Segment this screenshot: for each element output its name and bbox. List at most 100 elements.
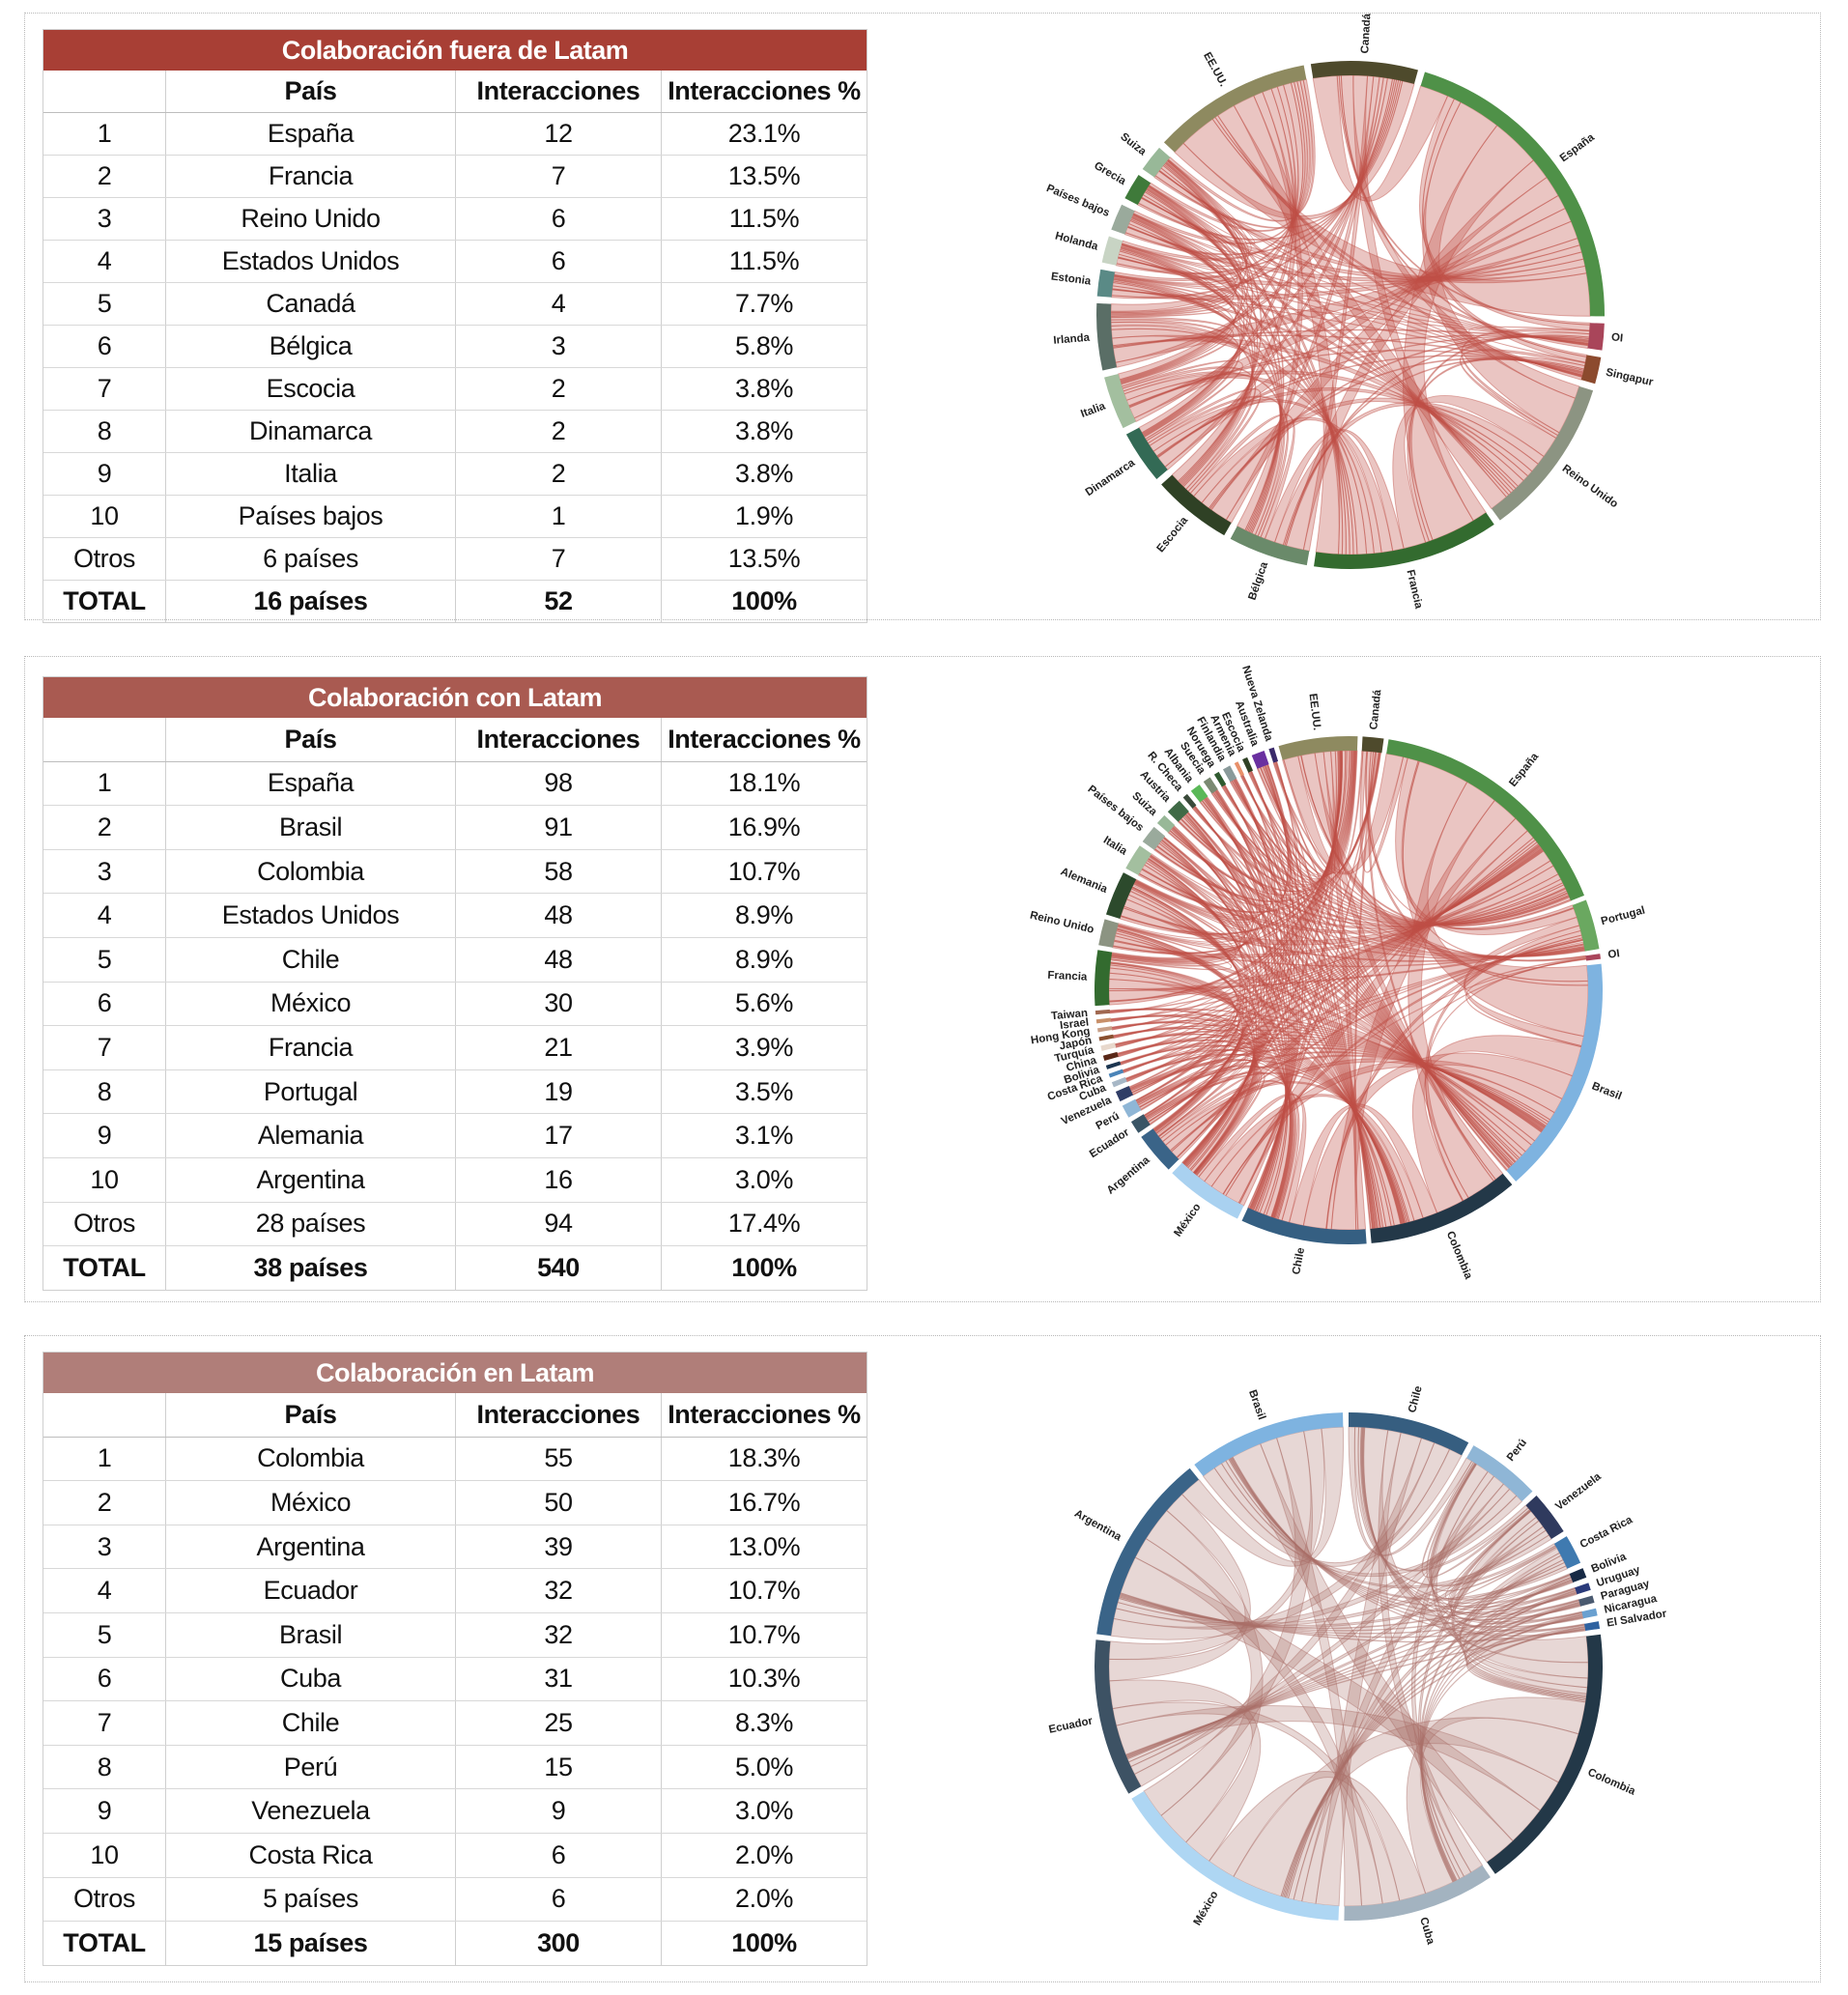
group-arc-Brasil xyxy=(1194,1412,1344,1476)
chord-EE.UU.-Canadá xyxy=(1282,750,1364,873)
chord-Canadá-Irlanda xyxy=(1115,77,1394,368)
table-row: 9 Venezuela 9 3.0% xyxy=(43,1788,867,1833)
chord-España-Costa Rica xyxy=(1123,843,1541,1073)
chord-Dinamarca-Estonia xyxy=(1113,278,1241,438)
interactions-cell: 6 xyxy=(455,1877,661,1922)
interactions-cell: 55 xyxy=(455,1437,661,1481)
table-row: 10 Argentina 16 3.0% xyxy=(43,1156,867,1202)
chord-Chile-Nicaragua xyxy=(1362,1426,1583,1623)
group-label: Brasil xyxy=(1590,1080,1623,1102)
group-arc-Reino Unido xyxy=(1491,385,1594,521)
percent-cell: 3.5% xyxy=(661,1069,867,1114)
percent-cell: 100% xyxy=(661,581,867,622)
chord-Nicaragua-Brasil xyxy=(1230,1456,1584,1629)
chord-Perú-Ecuador xyxy=(1130,1483,1511,1776)
chord-Alemania-Finlandia xyxy=(1134,778,1276,919)
chord-España-Australia xyxy=(1257,766,1572,926)
country-cell: Canadá xyxy=(165,283,455,325)
group-arc-Argentina xyxy=(1096,1468,1200,1637)
interactions-cell: Interacciones xyxy=(455,718,661,761)
chord-Chile-Costa Rica xyxy=(1357,1426,1556,1587)
chord-Colombia-Francia xyxy=(1108,972,1402,1227)
group-arc-España xyxy=(1386,739,1584,901)
chord-Perú-Paraguay xyxy=(1430,1463,1579,1617)
percent-cell: 8.9% xyxy=(661,894,867,937)
chord-Dinamarca-Grecia xyxy=(1141,187,1248,436)
country-cell: 38 países xyxy=(165,1246,455,1290)
country-cell: Brasil xyxy=(165,1612,455,1657)
group-label: Estonia xyxy=(1050,271,1092,287)
country-cell: Escocia xyxy=(165,368,455,410)
percent-cell: 13.5% xyxy=(661,538,867,580)
chord-Cuba-Argentina xyxy=(1134,1537,1383,1907)
table-row: 7 Chile 25 8.3% xyxy=(43,1700,867,1745)
chord-diagram-with-latam: EE.UU. Canadá España Portugal OI Brasil Colomb… xyxy=(1029,665,1646,1282)
country-cell: Perú xyxy=(165,1745,455,1789)
chord-Perú-Alemania xyxy=(1131,886,1242,1101)
chord-Brasil-Israel xyxy=(1110,1013,1544,1133)
group-arc-Nueva Zelanda xyxy=(1268,747,1279,763)
table-row: 5 Chile 48 8.9% xyxy=(43,936,867,982)
group-arc-Nicaragua xyxy=(1581,1608,1598,1619)
chord-Chile-Bolivia xyxy=(1359,1426,1571,1601)
group-label: Irlanda xyxy=(1053,332,1091,347)
table-row: 7 Francia 21 3.9% xyxy=(43,1025,867,1069)
country-cell: Brasil xyxy=(165,806,455,849)
chord-Reino Unido-Italia xyxy=(1117,855,1242,948)
chord-México-Brasil xyxy=(1143,1430,1314,1817)
group-arc-Costa Rica xyxy=(1553,1536,1581,1569)
chord-Colombia-Venezuela xyxy=(1129,1059,1407,1224)
country-cell: Estados Unidos xyxy=(165,894,455,937)
chord-EE.UU.-Italia xyxy=(1137,750,1351,914)
group-arc-Austria xyxy=(1167,800,1189,822)
rank-cell: 4 xyxy=(97,246,112,275)
group-arc-Colombia xyxy=(1370,1173,1513,1243)
chord-Canadá-Suiza xyxy=(1153,79,1404,229)
table-row: 8 Dinamarca 2 3.8% xyxy=(43,410,867,452)
country-cell: España xyxy=(165,761,455,806)
percent-cell: 100% xyxy=(661,1246,867,1290)
group-arc-Noruega xyxy=(1213,771,1227,787)
rank-cell: 5 xyxy=(97,944,112,974)
group-label: Alemania xyxy=(1059,866,1109,896)
group-arc-Holanda xyxy=(1101,236,1123,266)
group-label: Colombia xyxy=(1586,1767,1637,1798)
chord-Portugal-Italia xyxy=(1141,868,1585,959)
table-row: 2 Francia 7 13.5% xyxy=(43,155,867,197)
rank-cell: 2 xyxy=(97,812,112,841)
group-arc-Perú xyxy=(1122,1098,1142,1118)
country-cell: 15 países xyxy=(165,1922,455,1965)
chord-Venezuela-Bolivia xyxy=(1448,1509,1571,1610)
chord-México-Suecia xyxy=(1182,789,1276,1166)
country-cell: Italia xyxy=(165,453,455,495)
group-arc-México xyxy=(1172,1162,1244,1219)
group-arc-Alemania xyxy=(1105,872,1137,920)
group-label: Cuba xyxy=(1417,1916,1436,1947)
group-label: Brasil xyxy=(1246,1388,1267,1421)
rank-cell: Otros xyxy=(72,1884,135,1914)
group-label: Costa Rica xyxy=(1578,1514,1635,1551)
chord-EE.UU.-Perú xyxy=(1140,750,1341,1111)
group-label: Taiwan xyxy=(1051,1008,1089,1022)
rank-cell: 9 xyxy=(97,1121,112,1151)
percent-cell: 8.9% xyxy=(661,937,867,982)
group-arc-Taiwan xyxy=(1095,1009,1111,1015)
chord-EE.UU.-Suecia xyxy=(1210,750,1356,883)
percent-cell: Interacciones % xyxy=(661,718,867,761)
country-cell: 28 países xyxy=(165,1202,455,1246)
chord-México-China xyxy=(1117,1037,1257,1175)
table-row: 1 España 12 23.1% xyxy=(43,112,867,155)
chord-Cuba-Brasil xyxy=(1260,1437,1363,1907)
group-arc-Cuba xyxy=(1344,1865,1491,1921)
chord-Uruguay-Colombia xyxy=(1464,1588,1587,1698)
chord-EE.UU.-México xyxy=(1238,750,1338,1207)
chord-Chile-Alemania xyxy=(1127,890,1289,1215)
table-with-latam: Colaboración con Latam País Interacciones I… xyxy=(43,676,867,1291)
chord-México-Italia xyxy=(1146,858,1261,1169)
country-cell: Venezuela xyxy=(165,1789,455,1833)
table-row: 2 Brasil 91 16.9% xyxy=(43,805,867,849)
table-row: 3 Argentina 39 13.0% xyxy=(43,1524,867,1569)
table-row: Otros 28 países 94 17.4% xyxy=(43,1201,867,1246)
chord-Argentina-Francia xyxy=(1109,962,1243,1136)
interactions-cell: 48 xyxy=(455,937,661,982)
